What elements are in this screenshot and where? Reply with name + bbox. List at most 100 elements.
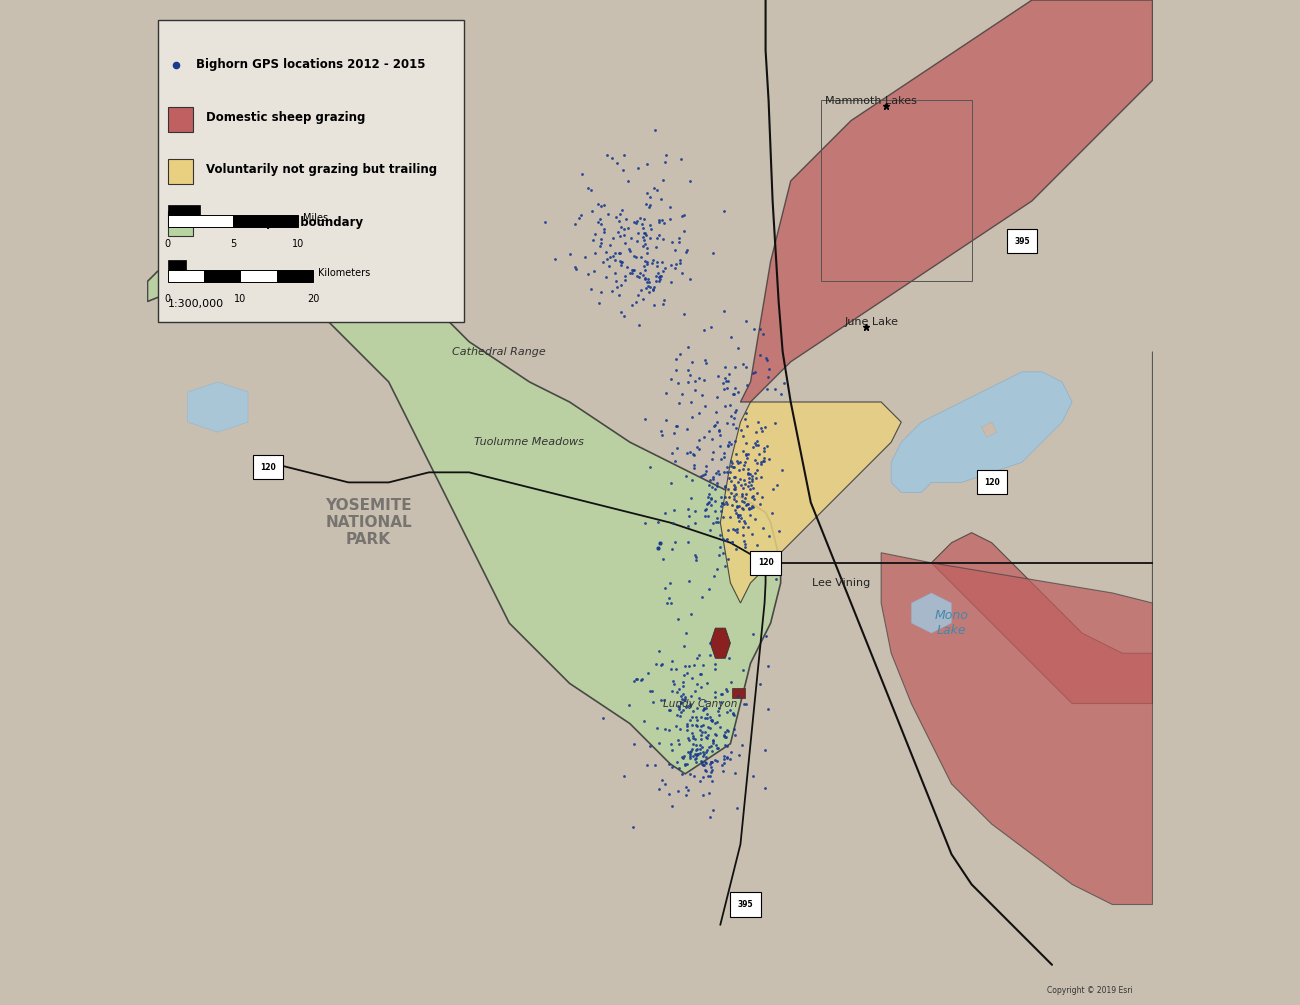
Point (689, 432, 710, 448)
Point (741, 526, 762, 542)
Point (637, 254, 658, 270)
Point (701, 755, 722, 771)
Point (745, 424, 766, 440)
Point (663, 502, 684, 519)
Point (745, 465, 766, 481)
Point (707, 740, 728, 756)
Bar (976, 470, 1006, 494)
Point (694, 322, 715, 338)
Point (655, 580, 676, 596)
Point (651, 655, 672, 671)
Bar (168, 260, 186, 270)
Point (688, 746, 709, 762)
Point (698, 489, 719, 506)
Point (659, 575, 680, 591)
Point (708, 708, 729, 724)
Point (686, 700, 707, 717)
Point (689, 440, 710, 456)
Point (719, 433, 740, 449)
Point (624, 673, 645, 689)
Point (698, 476, 719, 492)
Point (749, 496, 770, 513)
Point (711, 685, 732, 701)
Point (646, 655, 667, 671)
Point (734, 539, 755, 555)
Point (655, 154, 676, 170)
Point (664, 260, 685, 276)
Point (602, 283, 623, 299)
Point (714, 449, 734, 465)
Point (705, 656, 725, 672)
Point (618, 173, 638, 189)
Point (571, 207, 592, 223)
Point (727, 509, 747, 525)
Point (662, 445, 683, 461)
Point (634, 713, 655, 729)
Point (734, 411, 755, 427)
Point (680, 368, 701, 384)
Point (686, 750, 707, 766)
Point (707, 389, 728, 405)
Point (694, 398, 715, 414)
Point (703, 418, 724, 434)
Point (714, 370, 734, 386)
Point (659, 702, 680, 719)
Point (698, 768, 719, 784)
Point (685, 748, 706, 764)
Point (712, 545, 733, 561)
Point (676, 756, 697, 772)
Point (736, 359, 757, 375)
Point (697, 730, 718, 746)
Point (653, 772, 673, 788)
Point (727, 522, 747, 538)
Point (698, 485, 719, 501)
Polygon shape (710, 628, 731, 658)
Text: Lee Vining: Lee Vining (811, 578, 870, 588)
Point (705, 715, 725, 731)
Point (751, 454, 772, 470)
Point (699, 809, 720, 825)
Point (642, 251, 663, 267)
Point (660, 199, 681, 215)
Point (671, 694, 692, 711)
Point (636, 280, 656, 296)
Point (702, 743, 723, 759)
Point (744, 491, 764, 508)
Point (660, 211, 681, 227)
Point (698, 727, 719, 743)
Point (672, 686, 693, 702)
Point (753, 520, 774, 536)
Point (577, 266, 598, 282)
Point (732, 527, 753, 543)
Point (623, 819, 644, 835)
Point (630, 249, 651, 265)
Point (689, 646, 710, 662)
Point (725, 359, 746, 375)
Point (692, 740, 712, 756)
Point (706, 404, 727, 420)
Point (651, 427, 672, 443)
Point (649, 227, 670, 243)
Point (745, 512, 766, 528)
Point (675, 690, 696, 707)
Point (647, 721, 668, 737)
Point (610, 245, 630, 261)
Point (707, 478, 728, 494)
Point (745, 364, 766, 380)
Point (725, 380, 746, 396)
Point (650, 271, 671, 287)
Point (724, 469, 745, 485)
Point (681, 471, 702, 487)
Point (732, 488, 753, 505)
Point (676, 665, 697, 681)
Point (659, 756, 680, 772)
Point (659, 786, 680, 802)
Point (723, 708, 744, 724)
Text: Domestic sheep grazing: Domestic sheep grazing (205, 112, 365, 124)
Point (723, 477, 744, 493)
Point (595, 244, 616, 260)
Point (733, 480, 754, 496)
Point (664, 534, 685, 550)
Point (729, 747, 750, 763)
Point (725, 505, 746, 521)
